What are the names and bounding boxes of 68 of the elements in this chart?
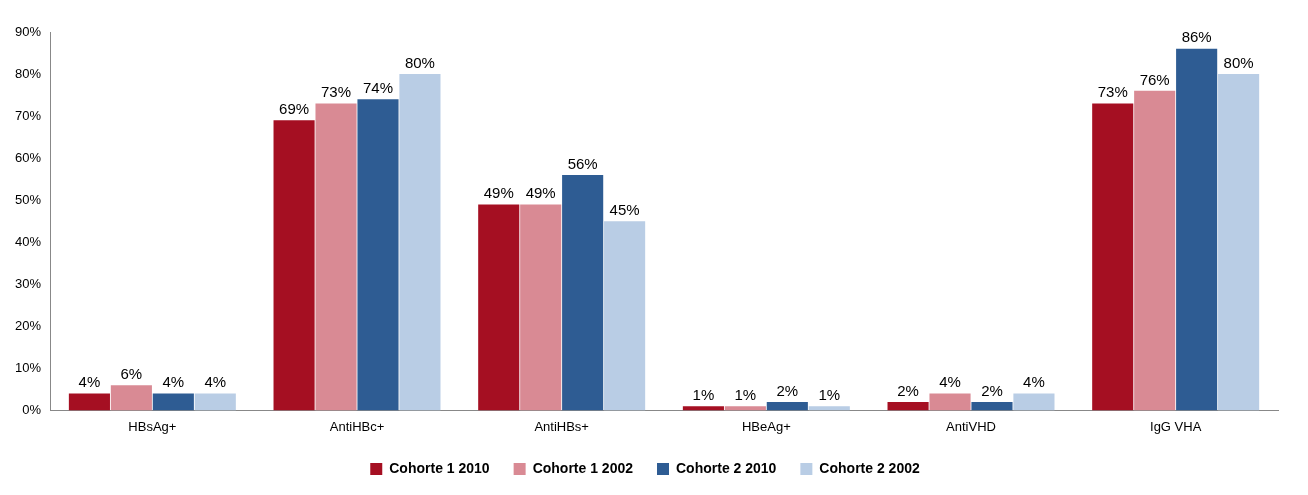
data-label: 69% <box>279 99 310 117</box>
y-tick-label: 70% <box>14 107 42 123</box>
data-label: 2% <box>776 381 799 399</box>
bar <box>194 393 236 411</box>
data-label: 1% <box>734 385 757 403</box>
data-label: 4% <box>162 373 185 391</box>
bar <box>1176 48 1218 411</box>
x-tick-label: IgG VHA <box>1150 418 1202 434</box>
x-tick-label: AntiHBc+ <box>329 418 385 434</box>
y-tick-label: 10% <box>14 359 42 375</box>
data-label: 74% <box>362 78 394 96</box>
x-tick-label: HBsAg+ <box>128 418 177 434</box>
bar <box>724 406 766 411</box>
bar <box>971 401 1013 411</box>
data-label: 4% <box>1023 373 1045 391</box>
data-label: 73% <box>1097 83 1128 101</box>
legend-label: Cohorte 1 2010 <box>389 459 490 476</box>
data-label: 2% <box>981 381 1003 399</box>
bar <box>929 393 971 411</box>
bar <box>68 393 110 411</box>
bar <box>152 393 194 411</box>
legend-label: Cohorte 1 2002 <box>532 459 634 476</box>
y-tick-label: 80% <box>14 65 42 81</box>
bar <box>1134 90 1176 411</box>
x-tick-label: HBeAg+ <box>741 418 791 434</box>
bar <box>682 406 724 411</box>
y-tick-label: 90% <box>14 23 42 39</box>
data-label: 73% <box>321 83 352 101</box>
data-label: 1% <box>818 385 841 403</box>
bar <box>357 99 399 411</box>
bar <box>766 401 808 411</box>
data-label: 80% <box>404 53 435 71</box>
bar <box>399 74 441 411</box>
data-label: 49% <box>525 184 556 202</box>
data-label: 80% <box>1223 53 1254 71</box>
y-tick-label: 50% <box>14 191 42 207</box>
legend-label: Cohorte 2 2010 <box>676 459 777 476</box>
y-tick-label: 30% <box>14 275 42 291</box>
data-label: 1% <box>692 385 715 403</box>
data-label: 6% <box>120 364 143 382</box>
bar <box>1092 103 1134 411</box>
bar <box>478 204 520 411</box>
bar <box>110 385 152 411</box>
data-label: 56% <box>567 154 598 172</box>
data-label: 45% <box>609 200 640 218</box>
bar <box>273 120 315 411</box>
y-tick-label: 40% <box>14 233 42 249</box>
x-tick-label: AntiHBs+ <box>534 418 589 434</box>
data-label: 4% <box>78 373 101 391</box>
bar <box>315 103 357 411</box>
y-tick-label: 20% <box>14 317 42 333</box>
bar <box>604 221 646 411</box>
x-tick-label: AntiVHD <box>946 418 996 434</box>
data-label: 4% <box>204 373 227 391</box>
bar <box>1218 74 1260 411</box>
bar <box>562 174 604 411</box>
bar <box>887 401 929 411</box>
legend-label: Cohorte 2 2002 <box>819 459 920 476</box>
bar <box>520 204 562 411</box>
bar <box>808 406 850 411</box>
data-label: 49% <box>483 184 514 202</box>
data-label: 4% <box>939 373 961 391</box>
y-tick-label: 60% <box>14 149 42 165</box>
bar <box>1013 393 1055 411</box>
y-tick-label: 0% <box>22 401 42 417</box>
data-label: 86% <box>1181 28 1212 46</box>
data-label: 76% <box>1139 70 1170 88</box>
data-label: 2% <box>897 381 919 399</box>
